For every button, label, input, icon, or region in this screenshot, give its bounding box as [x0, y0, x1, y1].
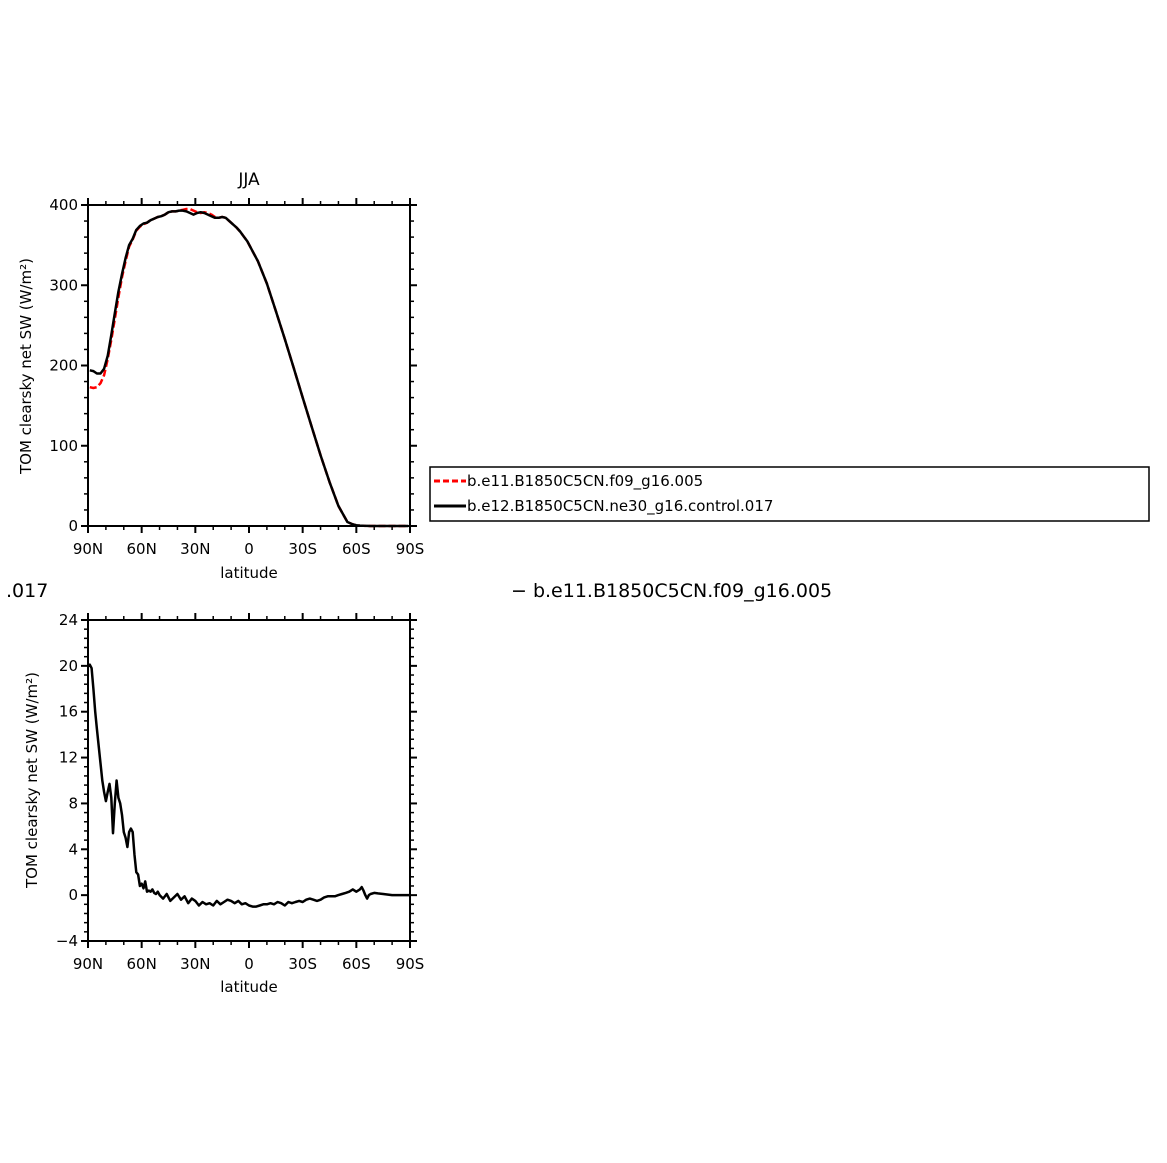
legend-label-series-1: b.e11.B1850C5CN.f09_g16.005	[467, 472, 703, 491]
x-tick-label: 60S	[342, 955, 371, 973]
series-line-0-1	[89, 209, 409, 528]
y-tick-label: 100	[49, 437, 78, 455]
x-tick-label: 90N	[73, 955, 103, 973]
y-tick-label: 0	[68, 886, 78, 904]
x-tick-label: 60S	[342, 540, 371, 558]
y-tick-label: 200	[49, 357, 78, 375]
top-x-axis-title: latitude	[220, 564, 278, 582]
plot-frame-1	[87, 619, 411, 942]
top-plot-area: 90N 60N 30N 0 30S 60S 90S 0 100 200 300 400	[49, 196, 424, 558]
y-tick-label: 4	[68, 840, 78, 858]
y-tick-label: 16	[59, 703, 78, 721]
x-tick-label: 90S	[396, 955, 425, 973]
x-tick-label: 30S	[288, 955, 317, 973]
top-y-axis-title: TOM clearsky net SW (W/m²)	[17, 258, 35, 475]
top-panel: JJA 90N 60N 30N 0 30S 60S 90S 0 100 200 300 400 lat…	[17, 170, 424, 582]
cut-off-label-right: − b.e11.B1850C5CN.f09_g16.005	[511, 580, 832, 602]
y-tick-label: 20	[59, 657, 78, 675]
bottom-panel: 90N 60N 30N 0 30S 60S 90S −4 0 4 8 12 16 20 24 latitud…	[23, 611, 424, 996]
top-chart-title: JJA	[237, 170, 260, 190]
x-tick-label: 0	[244, 955, 254, 973]
y-tick-label: 12	[59, 749, 78, 767]
y-tick-label: 8	[68, 794, 78, 812]
cut-off-label-left: .017	[6, 580, 48, 602]
x-tick-label: 30N	[180, 955, 210, 973]
x-tick-label: 30S	[288, 540, 317, 558]
series-line-1-0	[87, 663, 410, 908]
y-tick-label: 300	[49, 276, 78, 294]
legend-box	[429, 466, 1150, 522]
bottom-plot-area: 90N 60N 30N 0 30S 60S 90S −4 0 4 8 12 16 20 24	[56, 611, 424, 973]
bottom-x-axis-title: latitude	[220, 978, 278, 996]
x-tick-label: 30N	[180, 540, 210, 558]
x-tick-label: 0	[244, 540, 254, 558]
x-tick-label: 60N	[127, 540, 157, 558]
x-tick-label: 90N	[73, 540, 103, 558]
y-tick-label: 400	[49, 196, 78, 214]
series-line-0-0	[89, 207, 409, 528]
x-tick-label: 60N	[127, 955, 157, 973]
bottom-y-axis-title: TOM clearsky net SW (W/m²)	[23, 672, 41, 889]
x-tick-label: 90S	[396, 540, 425, 558]
y-tick-label: 0	[68, 517, 78, 535]
legend: b.e11.B1850C5CN.f09_g16.005 b.e12.B1850C…	[429, 466, 1150, 522]
legend-label-series-2: b.e12.B1850C5CN.ne30_g16.control.017	[467, 497, 773, 516]
plot-frame-0	[87, 204, 411, 527]
y-tick-label: −4	[56, 932, 78, 950]
y-tick-label: 24	[59, 611, 78, 629]
